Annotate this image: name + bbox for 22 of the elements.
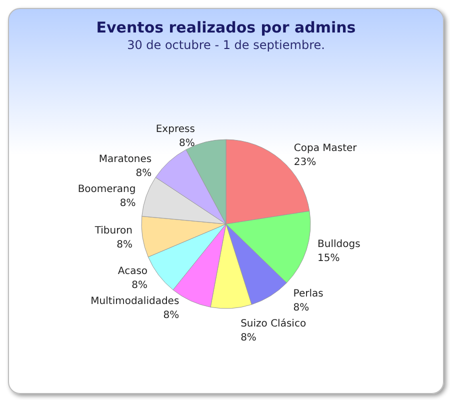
chart-title: Eventos realizados por admins [96, 18, 356, 36]
data-label: 23% [294, 156, 316, 168]
data-label: 8% [136, 168, 152, 179]
slice-label: Perlas [293, 288, 324, 300]
data-label: 8% [132, 280, 148, 292]
data-label: 8% [240, 332, 256, 344]
slice-label: Copa Master [294, 142, 358, 154]
slice-label: Bulldogs [317, 238, 360, 250]
slice-label: Express [156, 124, 195, 135]
slice-label: Suizo Clásico [240, 318, 306, 330]
data-label: 8% [120, 198, 136, 209]
slice-label: Tiburon [94, 225, 132, 236]
slice-label: Maratones [98, 154, 152, 165]
slice-label: Acaso [118, 266, 148, 278]
chart-subtitle: 30 de octubre - 1 de septiembre. [127, 38, 325, 52]
slice-label: Multimodalidades [90, 296, 180, 308]
slice-label: Boomerang [78, 184, 136, 195]
data-label: 8% [163, 310, 180, 322]
data-label: 8% [116, 239, 132, 250]
data-label: 8% [179, 138, 195, 149]
data-label: 15% [317, 252, 340, 264]
data-label: 8% [293, 302, 310, 314]
